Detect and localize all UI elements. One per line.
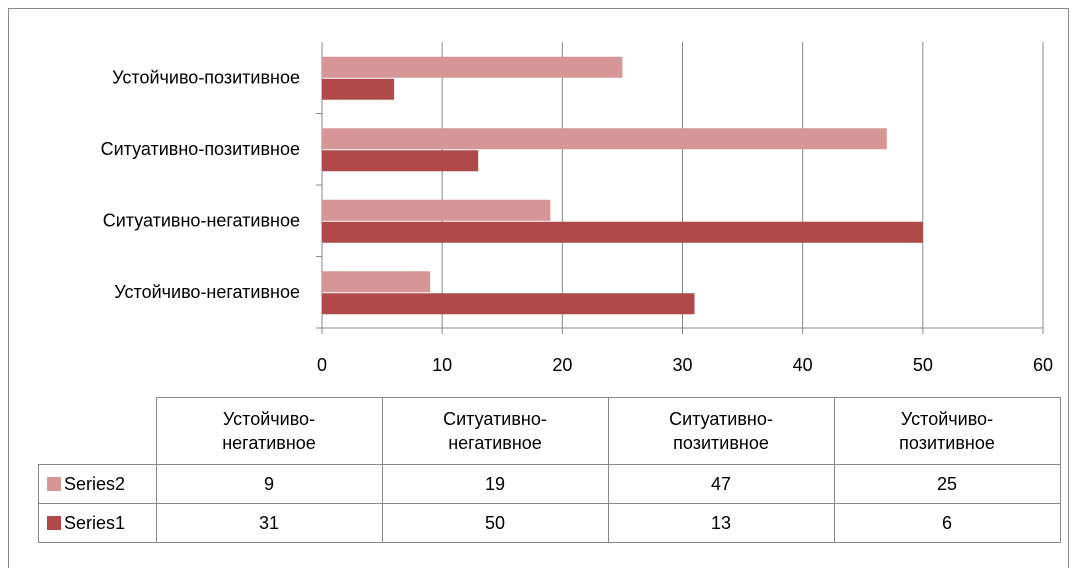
x-tick-label: 40: [793, 355, 813, 375]
table-cell: 25: [833, 464, 1061, 504]
table-cell: 9: [155, 464, 383, 504]
chart-border: [8, 8, 1069, 568]
y-tick-label: Ситуативно-позитивное: [101, 139, 300, 159]
table-header: Устойчиво-негативное: [155, 397, 383, 465]
table-corner: [38, 397, 157, 465]
bar: [322, 78, 395, 100]
bar: [322, 150, 479, 172]
data-table: Устойчиво-негативное Ситуативно-негативн…: [38, 397, 1061, 543]
x-tick-label: 20: [552, 355, 572, 375]
legend-swatch: [47, 476, 61, 491]
bar: [322, 128, 887, 150]
x-tick-label: 50: [913, 355, 933, 375]
table-row: Series1 31 50 13 6: [38, 503, 1061, 543]
table-header-row: Устойчиво-негативное Ситуативно-негативн…: [38, 397, 1061, 465]
x-tick-label: 0: [317, 355, 327, 375]
table-cell: 31: [155, 503, 383, 543]
bar: [322, 56, 623, 78]
legend-cell: Series2: [38, 464, 157, 504]
legend-swatch: [47, 515, 61, 530]
y-tick-label: Устойчиво-позитивное: [112, 68, 300, 88]
table-cell: 13: [607, 503, 835, 543]
table-header: Устойчиво-позитивное: [833, 397, 1061, 465]
table-header-text: Ситуативно-позитивное: [669, 409, 773, 453]
table-header-text: Устойчиво-негативное: [222, 409, 316, 453]
legend-label: Series1: [64, 512, 126, 533]
x-tick-label: 10: [432, 355, 452, 375]
table-header-text: Устойчиво-позитивное: [899, 409, 995, 453]
table-cell: 6: [833, 503, 1061, 543]
bar: [322, 293, 695, 315]
legend-cell: Series1: [38, 503, 157, 543]
table-cell: 19: [381, 464, 609, 504]
table-header: Ситуативно-позитивное: [607, 397, 835, 465]
bar: [322, 271, 431, 293]
legend-label: Series2: [64, 473, 126, 494]
table-cell: 47: [607, 464, 835, 504]
table-header-text: Ситуативно-негативное: [443, 409, 547, 453]
x-tick-label: 60: [1033, 355, 1053, 375]
y-tick-label: Устойчиво-негативное: [114, 282, 300, 302]
bar: [322, 221, 923, 243]
table-row: Series2 9 19 47 25: [38, 464, 1061, 504]
table-header: Ситуативно-негативное: [381, 397, 609, 465]
bar: [322, 199, 551, 221]
x-tick-label: 30: [672, 355, 692, 375]
y-tick-label: Ситуативно-негативное: [103, 211, 300, 231]
table-cell: 50: [381, 503, 609, 543]
